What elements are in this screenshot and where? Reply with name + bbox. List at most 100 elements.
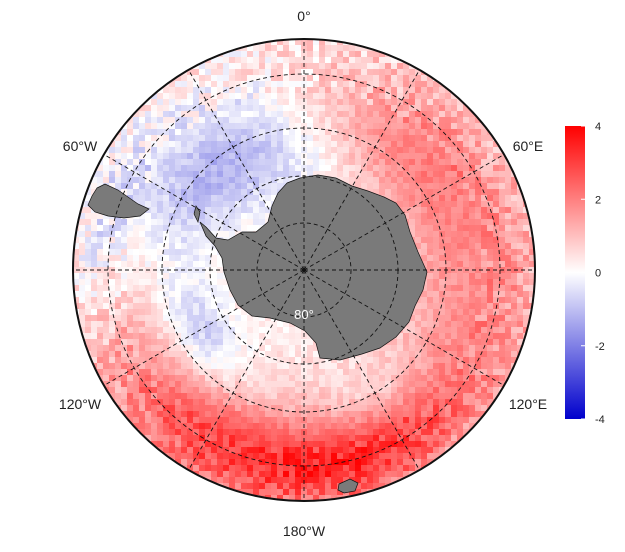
field-cell (451, 189, 457, 195)
field-cell (445, 381, 451, 387)
field-cell (163, 225, 169, 231)
field-cell (181, 423, 187, 429)
field-cell (229, 345, 235, 351)
field-cell (421, 423, 427, 429)
field-cell (403, 81, 409, 87)
field-cell (169, 327, 175, 333)
field-cell (253, 51, 259, 57)
field-cell (421, 309, 427, 315)
field-cell (157, 411, 163, 417)
field-cell (277, 105, 283, 111)
field-cell (247, 333, 253, 339)
field-cell (355, 393, 361, 399)
field-cell (193, 345, 199, 351)
field-cell (349, 147, 355, 153)
field-cell (499, 333, 505, 339)
field-cell (475, 189, 481, 195)
field-cell (295, 333, 301, 339)
field-cell (199, 129, 205, 135)
field-cell (199, 135, 205, 141)
field-cell (439, 435, 445, 441)
field-cell (223, 183, 229, 189)
field-cell (175, 339, 181, 345)
field-cell (205, 243, 211, 249)
field-cell (499, 183, 505, 189)
field-cell (217, 231, 223, 237)
field-cell (145, 393, 151, 399)
field-cell (331, 141, 337, 147)
field-cell (397, 201, 403, 207)
field-cell (319, 93, 325, 99)
field-cell (169, 405, 175, 411)
field-cell (193, 183, 199, 189)
field-cell (439, 261, 445, 267)
field-cell (115, 291, 121, 297)
field-cell (235, 51, 241, 57)
field-cell (211, 309, 217, 315)
field-cell (163, 207, 169, 213)
field-cell (235, 189, 241, 195)
field-cell (301, 129, 307, 135)
field-cell (493, 387, 499, 393)
field-cell (493, 201, 499, 207)
field-cell (481, 321, 487, 327)
field-cell (163, 327, 169, 333)
field-cell (85, 291, 91, 297)
field-cell (205, 411, 211, 417)
field-cell (445, 219, 451, 225)
field-cell (271, 435, 277, 441)
field-cell (205, 171, 211, 177)
field-cell (457, 423, 463, 429)
field-cell (139, 333, 145, 339)
field-cell (127, 171, 133, 177)
field-cell (127, 303, 133, 309)
field-cell (211, 327, 217, 333)
field-cell (181, 207, 187, 213)
field-cell (331, 381, 337, 387)
field-cell (319, 483, 325, 489)
field-cell (385, 435, 391, 441)
field-cell (457, 357, 463, 363)
field-cell (391, 159, 397, 165)
field-cell (445, 375, 451, 381)
field-cell (325, 495, 331, 501)
field-cell (457, 435, 463, 441)
field-cell (427, 315, 433, 321)
field-cell (229, 351, 235, 357)
field-cell (403, 123, 409, 129)
field-cell (409, 195, 415, 201)
field-cell (475, 219, 481, 225)
field-cell (403, 159, 409, 165)
field-cell (253, 99, 259, 105)
field-cell (445, 189, 451, 195)
field-cell (499, 285, 505, 291)
field-cell (127, 129, 133, 135)
field-cell (163, 261, 169, 267)
field-cell (277, 69, 283, 75)
field-cell (211, 135, 217, 141)
field-cell (505, 351, 511, 357)
field-cell (229, 333, 235, 339)
field-cell (493, 285, 499, 291)
field-cell (427, 405, 433, 411)
field-cell (463, 309, 469, 315)
field-cell (433, 369, 439, 375)
field-cell (325, 111, 331, 117)
field-cell (511, 243, 517, 249)
field-cell (457, 345, 463, 351)
field-cell (187, 327, 193, 333)
field-cell (427, 393, 433, 399)
field-cell (181, 243, 187, 249)
field-cell (355, 177, 361, 183)
field-cell (463, 333, 469, 339)
field-cell (373, 441, 379, 447)
field-cell (217, 411, 223, 417)
field-cell (373, 63, 379, 69)
field-cell (163, 429, 169, 435)
field-cell (181, 387, 187, 393)
field-cell (499, 261, 505, 267)
field-cell (91, 297, 97, 303)
field-cell (457, 375, 463, 381)
field-cell (505, 279, 511, 285)
field-cell (217, 129, 223, 135)
